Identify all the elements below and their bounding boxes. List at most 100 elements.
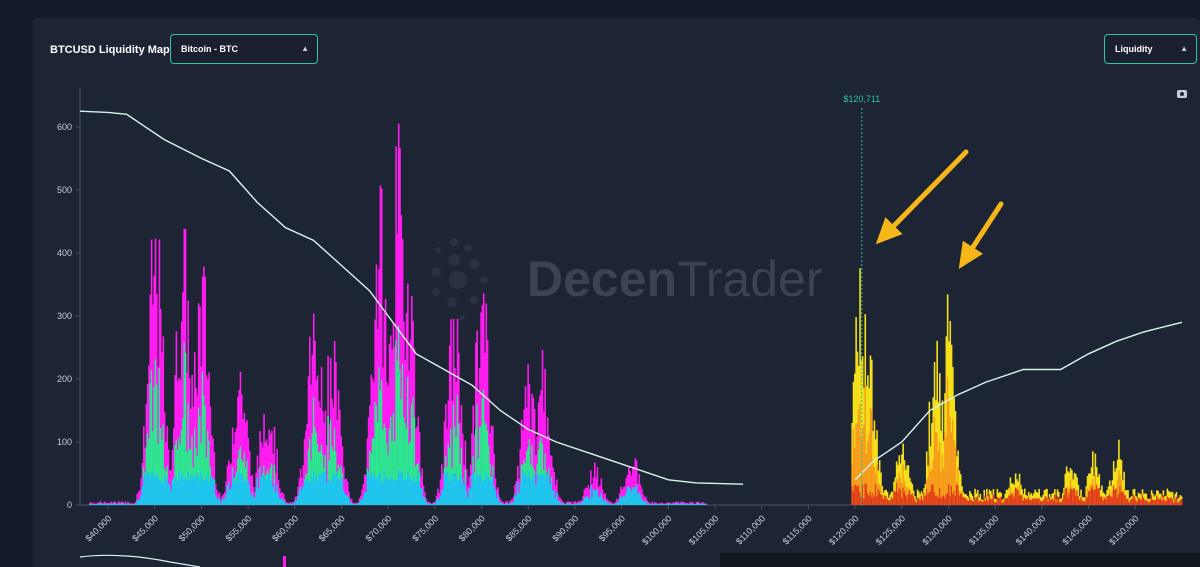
bar-below-cyan	[107, 503, 110, 505]
bar-below-magenta	[570, 502, 573, 505]
bar-below-cyan	[392, 481, 395, 505]
bar-above-red	[942, 495, 945, 505]
x-tick-label: $120,000	[827, 513, 861, 547]
bar-below-magenta	[493, 453, 495, 505]
bar-below-cyan	[299, 486, 302, 505]
bar-below-magenta	[229, 464, 231, 505]
bar-below-green	[384, 427, 387, 505]
bar-below-cyan	[157, 477, 159, 505]
bar-above-red	[1056, 496, 1059, 505]
bar-below-magenta	[515, 480, 518, 505]
bar-below-magenta	[439, 479, 442, 505]
bar-below-cyan	[408, 476, 410, 505]
bar-above-red	[993, 502, 996, 505]
bar-below-magenta	[251, 474, 254, 505]
bar-below-cyan	[254, 497, 256, 505]
bar-below-cyan	[438, 500, 441, 505]
bar-below-magenta	[465, 469, 468, 505]
bar-below-cyan	[153, 478, 156, 505]
bar-below-cyan	[511, 502, 514, 505]
bar-above-red	[1021, 495, 1023, 505]
bar-below-green	[390, 416, 392, 505]
bar-below-cyan	[216, 497, 218, 505]
asset-select[interactable]: Bitcoin - BTC ▲	[170, 34, 318, 64]
bar-below-cyan	[433, 503, 435, 505]
bar-below-green	[379, 390, 382, 505]
bar-below-magenta	[91, 502, 94, 505]
bar-below-magenta	[305, 431, 307, 505]
bar-above-red	[916, 498, 919, 505]
bar-above-red	[1159, 497, 1162, 505]
bar-below-cyan	[637, 493, 639, 505]
bar-below-cyan	[439, 495, 442, 505]
bar-below-cyan	[105, 503, 107, 505]
camera-icon[interactable]	[1177, 90, 1187, 98]
bar-above-red	[1033, 499, 1035, 505]
bar-below-magenta	[108, 502, 111, 505]
bar-below-cyan	[523, 473, 526, 505]
bar-below-green	[376, 421, 379, 505]
bar-above-red	[1018, 495, 1021, 505]
bar-below-magenta	[101, 502, 103, 505]
bar-below-magenta	[363, 474, 366, 505]
bar-above-yellow	[1077, 484, 1080, 505]
bar-above-red	[852, 491, 855, 505]
bar-below-magenta	[238, 389, 240, 505]
bar-above-yellow	[867, 375, 869, 505]
bar-above-orange	[851, 464, 853, 505]
bar-below-cyan	[588, 499, 591, 505]
bar-above-red	[880, 494, 882, 505]
bar-above-red	[1165, 501, 1167, 505]
bar-below-cyan	[629, 488, 631, 505]
bar-below-cyan	[354, 503, 357, 505]
bar-above-yellow	[1112, 461, 1115, 505]
bar-above-yellow	[878, 460, 881, 505]
bar-below-cyan	[89, 503, 91, 505]
bar-below-green	[400, 399, 403, 505]
watermark: DecenTrader	[527, 250, 823, 308]
bar-below-cyan	[435, 500, 438, 505]
bar-below-green	[486, 430, 489, 505]
bar-below-magenta	[682, 501, 685, 505]
bar-below-cyan	[101, 504, 103, 505]
bar-below-cyan	[327, 479, 329, 505]
bar-below-cyan	[140, 495, 142, 505]
bar-above-red	[961, 493, 963, 505]
bar-below-cyan	[142, 477, 145, 505]
bar-below-cyan	[556, 492, 558, 505]
bar-below-magenta	[94, 503, 97, 505]
bar-above-yellow	[925, 451, 928, 505]
bar-above-red	[958, 495, 961, 505]
bar-below-cyan	[648, 503, 651, 505]
bar-below-green	[187, 403, 189, 505]
bar-below-magenta	[486, 340, 489, 505]
bar-above-orange	[868, 433, 870, 505]
bar-below-magenta	[603, 494, 605, 505]
bar-below-magenta	[210, 435, 213, 505]
bar-below-magenta	[705, 503, 707, 505]
bar-below-magenta	[282, 493, 285, 505]
bar-below-cyan	[248, 485, 251, 505]
bar-above-red	[1127, 498, 1129, 505]
bar-above-yellow	[1167, 490, 1170, 505]
bar-below-magenta	[142, 426, 145, 505]
bar-below-cyan	[332, 472, 335, 505]
bar-above-yellow	[1074, 473, 1077, 505]
bar-below-magenta	[655, 502, 658, 505]
bar-below-cyan	[359, 499, 362, 505]
mode-select[interactable]: Liquidity ▲	[1104, 34, 1197, 64]
bar-below-magenta	[342, 467, 345, 505]
bar-below-green	[407, 377, 409, 505]
bar-above-yellow	[1006, 489, 1009, 505]
bar-below-cyan	[527, 477, 529, 505]
bar-above-orange	[906, 488, 908, 505]
bar-below-cyan	[407, 470, 409, 505]
bar-below-magenta	[613, 502, 616, 505]
bar-below-cyan	[654, 503, 656, 505]
bar-below-cyan	[537, 474, 540, 505]
bar-below-magenta	[518, 478, 520, 505]
bar-above-yellow	[1165, 496, 1167, 505]
bar-above-red	[1029, 500, 1031, 505]
bar-above-yellow	[1110, 485, 1112, 505]
bar-below-magenta	[176, 381, 179, 505]
